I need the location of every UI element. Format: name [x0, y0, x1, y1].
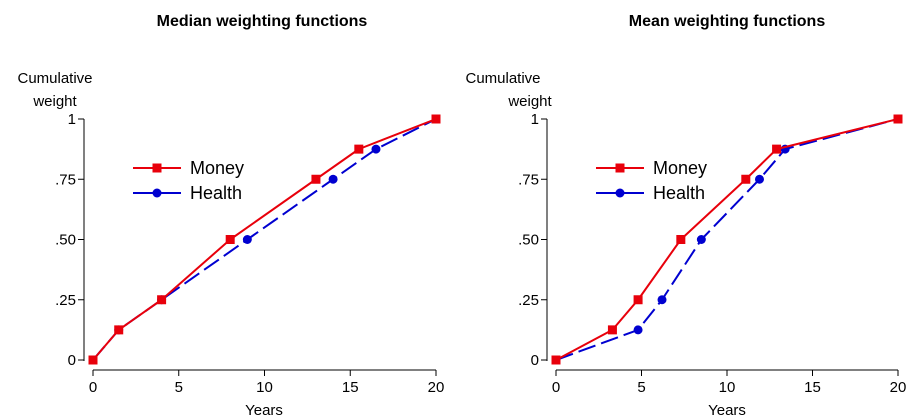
legend-health-label: Health	[653, 183, 705, 203]
x-tick-label: 10	[256, 379, 273, 396]
legend: Money Health	[596, 158, 707, 203]
y-tick-label: 1	[68, 111, 76, 128]
legend-item-money: Money	[133, 158, 244, 178]
x-axis-label: Years	[245, 402, 283, 419]
legend-health-marker	[615, 188, 625, 198]
data-point-money	[893, 114, 903, 124]
legend-item-health: Health	[596, 183, 705, 203]
chart-title: Median weighting functions	[157, 13, 368, 30]
data-point-money	[551, 355, 561, 365]
legend-money-marker	[152, 163, 162, 173]
y-tick-label: .50	[55, 232, 76, 249]
y-tick-label: .25	[55, 292, 76, 309]
legend-health-marker	[152, 188, 162, 198]
data-point-money	[225, 235, 235, 244]
y-axis-label-line-1: Cumulative	[17, 70, 92, 87]
y-tick-label: 1	[531, 111, 539, 128]
y-axis-label-line-2: weight	[507, 93, 552, 110]
series-line-money	[555, 118, 899, 361]
x-tick-label: 20	[890, 379, 907, 396]
y-tick-label: .75	[518, 171, 539, 188]
y-axis-label-line-2: weight	[32, 93, 77, 110]
legend-health-label: Health	[190, 183, 242, 203]
x-tick-label: 20	[428, 379, 445, 396]
x-tick-label: 10	[719, 379, 736, 396]
data-point-health	[371, 144, 381, 154]
x-tick-label: 5	[637, 379, 645, 396]
data-point-money	[354, 144, 364, 154]
y-axis-label-line-1: Cumulative	[465, 70, 540, 87]
x-tick-label: 5	[175, 379, 183, 396]
data-point-money	[741, 174, 751, 184]
series-line-money	[92, 118, 437, 361]
data-point-money	[114, 325, 124, 335]
legend-money-label: Money	[653, 158, 707, 178]
x-tick-label: 0	[89, 379, 97, 396]
data-point-health	[328, 174, 338, 184]
y-tick-label: 0	[531, 352, 539, 369]
y-tick-label: 0	[68, 352, 76, 369]
data-point-health	[242, 235, 252, 244]
data-point-health	[657, 295, 667, 305]
y-tick-label: .50	[518, 232, 539, 249]
data-point-money	[88, 355, 98, 365]
chart-panel-mean: Mean weighting functions Cumulative weig…	[465, 13, 906, 419]
x-tick-label: 15	[342, 379, 359, 396]
data-point-money	[431, 114, 441, 124]
legend: Money Health	[133, 158, 244, 203]
y-tick-label: .25	[518, 292, 539, 309]
x-axis-label: Years	[708, 402, 746, 419]
chart-panel-median: Median weighting functions Cumulative we…	[17, 13, 444, 419]
y-tick-label: .75	[55, 171, 76, 188]
data-point-money	[311, 174, 321, 184]
chart-title: Mean weighting functions	[629, 13, 826, 30]
data-point-health	[754, 174, 764, 184]
legend-money-marker	[615, 163, 625, 173]
data-point-money	[676, 235, 686, 244]
data-point-health	[633, 325, 643, 335]
legend-item-health: Health	[133, 183, 242, 203]
x-tick-label: 0	[552, 379, 560, 396]
data-point-health	[696, 235, 706, 244]
data-point-money	[607, 325, 617, 335]
series-line-health	[92, 118, 437, 361]
legend-money-label: Money	[190, 158, 244, 178]
data-point-money	[157, 295, 167, 305]
data-point-money	[772, 144, 782, 154]
legend-item-money: Money	[596, 158, 707, 178]
data-point-money	[633, 295, 643, 305]
x-tick-label: 15	[804, 379, 821, 396]
series-line-health	[555, 118, 899, 361]
